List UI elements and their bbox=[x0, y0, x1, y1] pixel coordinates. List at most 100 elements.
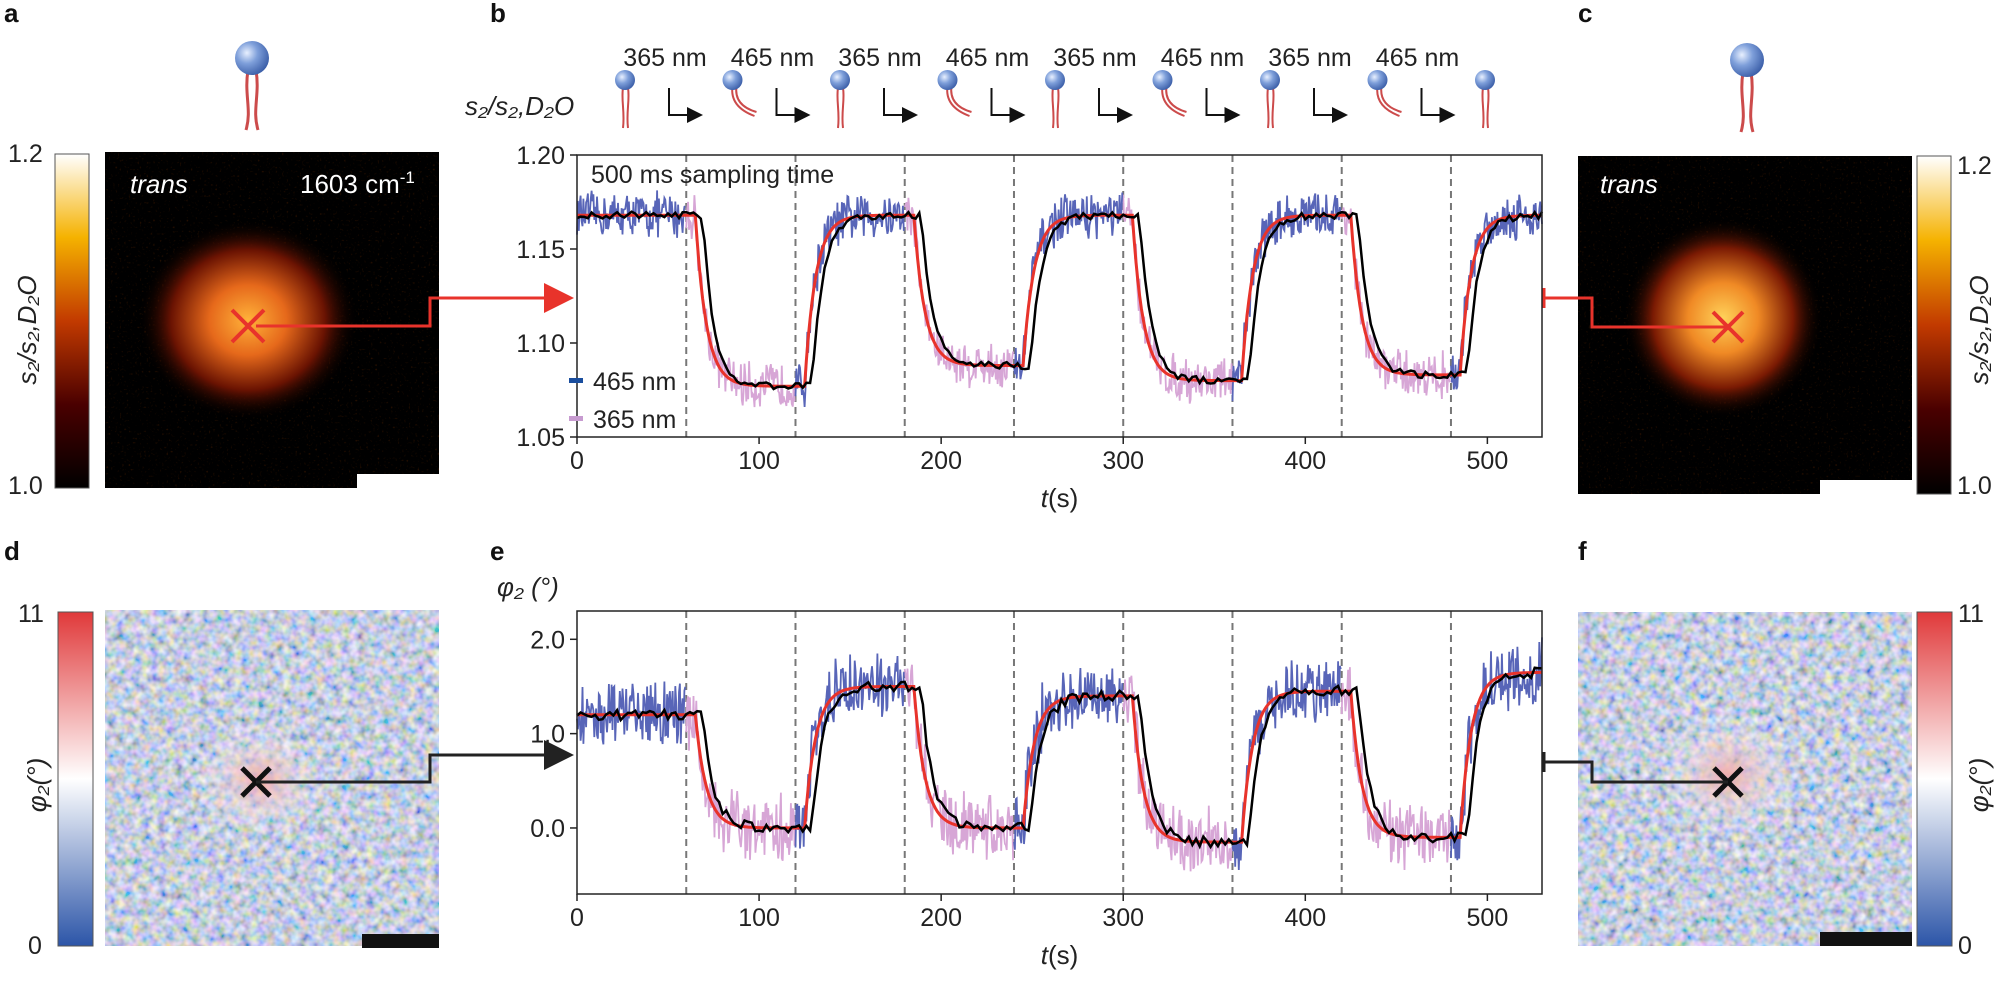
x-tick-label: 300 bbox=[1102, 447, 1144, 475]
switch-arrow-icon bbox=[990, 88, 1026, 123]
scale-bar bbox=[357, 474, 439, 488]
x-axis-label: t(s) bbox=[1041, 483, 1079, 513]
phase-image-f bbox=[1578, 612, 1912, 946]
connector-line-f-e bbox=[1544, 760, 1728, 784]
switch-arrow-icon bbox=[775, 88, 811, 123]
y-tick-label: 1.10 bbox=[516, 330, 565, 358]
legend-label: 365 nm bbox=[593, 406, 676, 434]
colorbar-max: 1.2 bbox=[1957, 152, 1992, 180]
x-tick-label: 300 bbox=[1102, 904, 1144, 932]
panel-label-a: a bbox=[4, 0, 19, 28]
series-465-nm bbox=[576, 637, 1543, 871]
molecule-icon bbox=[1367, 70, 1402, 117]
colorbar-label: φ₂(°) bbox=[22, 758, 52, 813]
x-tick-label: 200 bbox=[920, 447, 962, 475]
colorbar-c: 1.2 1.0 s₂/s₂,D₂O bbox=[1916, 152, 1994, 500]
molecule-icon bbox=[1152, 70, 1187, 117]
y-tick-label: 1.05 bbox=[516, 424, 565, 452]
panel-label-c: c bbox=[1578, 0, 1592, 28]
panel-label-e: e bbox=[490, 536, 504, 566]
image-label-trans: trans bbox=[130, 169, 188, 199]
image-label-trans: trans bbox=[1600, 169, 1658, 199]
panel-label-d: d bbox=[4, 536, 20, 566]
colorbar-min: 0 bbox=[28, 932, 42, 960]
y-tick-label: 1.15 bbox=[516, 236, 565, 264]
y-tick-label: 2.0 bbox=[530, 626, 565, 654]
y-tick-label: 1.0 bbox=[530, 721, 565, 749]
x-axis-label: t(s) bbox=[1041, 940, 1079, 970]
y-tick-label: 1.20 bbox=[516, 142, 565, 170]
colorbar-min: 0 bbox=[1958, 932, 1972, 960]
series-365-nm bbox=[685, 194, 1451, 408]
x-tick-label: 200 bbox=[920, 904, 962, 932]
switch-arrow-icon bbox=[1420, 88, 1456, 123]
chart-b: 0 100 200 300 400 500 1.05 1.10 1.15 1.20 t(s) s₂/s… bbox=[465, 91, 1544, 513]
switch-arrow-icon bbox=[668, 88, 703, 123]
x-tick-label: 100 bbox=[738, 904, 780, 932]
heatmap-image-a: trans 1603 cm-1 bbox=[105, 152, 439, 488]
measurement-cross-icon bbox=[1711, 310, 1745, 344]
illumination-label: 365 nm bbox=[623, 44, 706, 72]
heatmap-image-c: trans bbox=[1578, 156, 1912, 494]
illumination-label: 465 nm bbox=[946, 44, 1029, 72]
scale-bar bbox=[362, 934, 439, 948]
legend-label: 465 nm bbox=[593, 368, 676, 396]
sampling-annotation: 500 ms sampling time bbox=[591, 161, 834, 189]
x-tick-label: 400 bbox=[1284, 904, 1326, 932]
molecule-icon bbox=[1260, 70, 1280, 129]
molecule-icon bbox=[830, 70, 850, 129]
plot-frame bbox=[576, 610, 1543, 895]
colorbar-label: s₂/s₂,D₂O bbox=[1964, 275, 1994, 384]
colorbar-max: 11 bbox=[1958, 600, 1984, 628]
connector-arrow-a-b bbox=[256, 283, 574, 328]
series-average bbox=[576, 666, 1543, 850]
molecule-icon bbox=[937, 70, 972, 117]
y-axis-label: s₂/s₂,D₂O bbox=[465, 91, 574, 121]
illumination-label: 465 nm bbox=[1161, 44, 1244, 72]
molecule-icon bbox=[615, 70, 635, 129]
illumination-sequence: 365 nm 465 nm 365 nm 465 nm 365 nm 465 nm 365 … bbox=[615, 44, 1495, 129]
plot-frame bbox=[576, 154, 1543, 438]
x-tick-label: 500 bbox=[1467, 447, 1509, 475]
colorbar-max: 1.2 bbox=[8, 140, 43, 168]
molecule-icon bbox=[1045, 70, 1065, 129]
y-tick-label: 0.0 bbox=[530, 815, 565, 843]
x-tick-label: 500 bbox=[1467, 904, 1509, 932]
measurement-cross-icon bbox=[240, 766, 272, 798]
illumination-label: 465 nm bbox=[731, 44, 814, 72]
scale-bar bbox=[1820, 932, 1912, 946]
scale-bar bbox=[1820, 480, 1912, 494]
switch-arrow-icon bbox=[1313, 88, 1348, 123]
switch-arrow-icon bbox=[1205, 88, 1241, 123]
panel-label-b: b bbox=[490, 0, 506, 28]
colorbar-a: 1.2 1.0 s₂/s₂,D₂O bbox=[8, 140, 90, 500]
series-365-nm bbox=[685, 664, 1451, 872]
phase-image-d bbox=[105, 610, 439, 948]
molecule-icon bbox=[1475, 70, 1495, 129]
colorbar-min: 1.0 bbox=[1957, 472, 1992, 500]
connector-arrow-d-e bbox=[256, 740, 574, 784]
colorbar-label: φ₂(°) bbox=[1964, 758, 1994, 813]
legend-swatch bbox=[569, 416, 583, 421]
x-tick-label: 0 bbox=[570, 904, 584, 932]
wavenumber-label: 1603 cm-1 bbox=[300, 168, 415, 199]
y-axis-label: φ₂ (°) bbox=[497, 572, 559, 602]
illumination-label: 365 nm bbox=[1053, 44, 1136, 72]
switch-arrow-icon bbox=[883, 88, 918, 123]
colorbar-f: 11 0 φ₂(°) bbox=[1916, 600, 1994, 960]
x-tick-label: 100 bbox=[738, 447, 780, 475]
colorbar-min: 1.0 bbox=[8, 472, 43, 500]
colorbar-d: 11 0 φ₂(°) bbox=[18, 600, 94, 960]
illumination-label: 465 nm bbox=[1376, 44, 1459, 72]
legend-swatch bbox=[569, 378, 583, 383]
measurement-cross-icon bbox=[230, 308, 266, 344]
trans-molecule-icon bbox=[1730, 43, 1764, 133]
trans-molecule-icon bbox=[235, 41, 269, 131]
connector-line-c-b bbox=[1544, 296, 1728, 329]
molecule-icon bbox=[722, 70, 757, 117]
series-average bbox=[576, 209, 1544, 391]
colorbar-max: 11 bbox=[18, 600, 44, 628]
x-tick-label: 400 bbox=[1284, 447, 1326, 475]
colorbar-label: s₂/s₂,D₂O bbox=[12, 275, 42, 384]
illumination-label: 365 nm bbox=[1268, 44, 1351, 72]
